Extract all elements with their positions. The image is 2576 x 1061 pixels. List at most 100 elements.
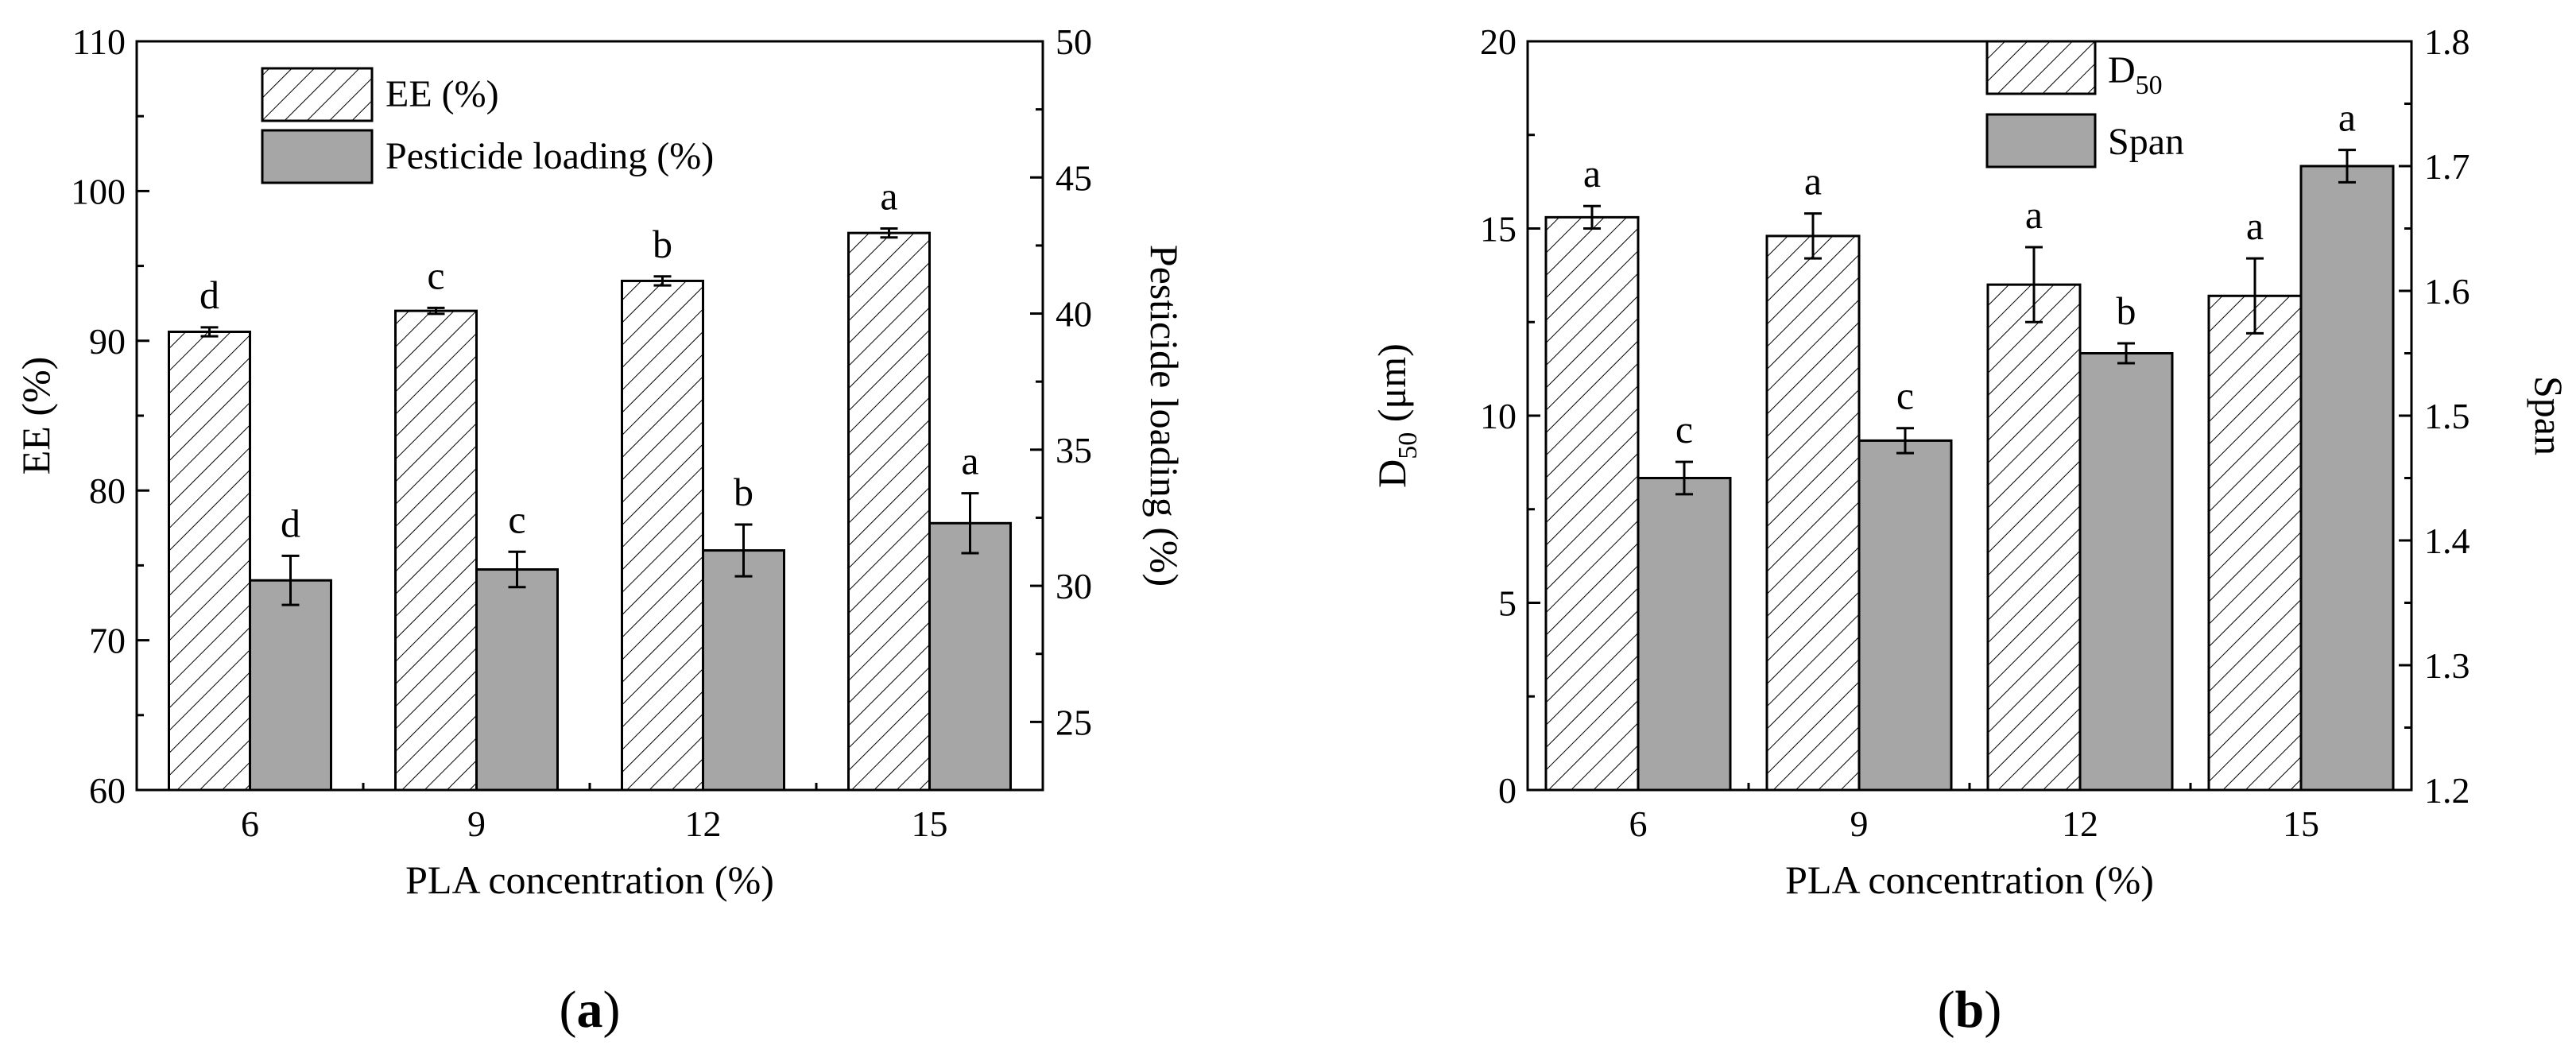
bar-hatched-12	[621, 279, 704, 792]
y-axis-title-left-b: D50 (μm)	[1369, 343, 1423, 488]
error-bar	[1583, 204, 1601, 230]
x-tick-label: 15	[912, 803, 948, 844]
bar-hatched-12	[1986, 283, 2082, 792]
y-axis-title-right-a: Pesticide loading (%)	[1142, 245, 1187, 587]
y-tick-right-label: 35	[1056, 430, 1092, 470]
error-bar	[1675, 460, 1693, 496]
y-tick-right-label: 1.5	[2424, 396, 2470, 436]
x-tick-label: 12	[2062, 803, 2098, 844]
error-bar	[2117, 342, 2135, 365]
bar-gray-9	[1857, 439, 1953, 792]
bar-hatched-9	[394, 309, 478, 792]
significance-label: b	[653, 222, 672, 266]
y-axis-title-right-b: Span	[2527, 376, 2571, 455]
error-bar	[2025, 246, 2043, 323]
error-bar	[508, 550, 526, 589]
x-tick-label: 9	[1850, 803, 1869, 844]
bar-hatched-9	[1765, 234, 1861, 792]
x-tick-label: 9	[467, 803, 486, 844]
y-tick-right-label: 1.2	[2424, 770, 2470, 811]
x-axis-title-a: PLA concentration (%)	[405, 858, 774, 902]
y-tick-left-label: 60	[89, 770, 126, 811]
significance-label: c	[1675, 407, 1693, 451]
panel-caption-a: (a)	[560, 981, 621, 1039]
legend-swatch-d50	[1985, 40, 2097, 95]
legend-label-ee: EE (%)	[385, 73, 499, 115]
y-tick-right-label: 1.6	[2424, 271, 2470, 312]
error-bar	[734, 523, 753, 578]
y-tick-right-label: 1.8	[2424, 21, 2470, 62]
significance-label: a	[2025, 192, 2043, 237]
significance-label: c	[508, 497, 525, 541]
y-tick-left-label: 5	[1498, 583, 1517, 624]
error-bar	[2246, 257, 2264, 335]
bar-hatched-15	[847, 231, 931, 792]
error-bar	[2338, 149, 2356, 184]
x-tick-label: 12	[685, 803, 722, 844]
x-tick-label: 6	[241, 803, 259, 844]
significance-label: a	[2338, 95, 2356, 140]
bar-hatched-6	[1544, 215, 1640, 792]
y-tick-right-label: 1.7	[2424, 146, 2470, 187]
error-bar	[1896, 427, 1914, 455]
bar-gray-15	[928, 521, 1012, 792]
y-tick-right-label: 25	[1056, 702, 1092, 742]
y-tick-left-label: 15	[1480, 209, 1517, 250]
y-tick-right-label: 45	[1056, 157, 1092, 198]
bar-hatched-15	[2207, 294, 2303, 792]
significance-label: b	[2117, 288, 2136, 333]
y-tick-right-label: 1.4	[2424, 521, 2470, 561]
panel-a: 60 70 80 90 100 110 25 30 35 40 45 50 6 9 12 15 d d c c b b a…	[14, 21, 1187, 1039]
legend-swatch-loading	[261, 129, 374, 184]
legend-swatch-span	[1985, 113, 2097, 168]
error-bar	[1804, 212, 1822, 260]
y-tick-left-label: 90	[89, 321, 126, 362]
bar-gray-12	[2078, 352, 2174, 792]
y-tick-left-label: 10	[1480, 396, 1517, 436]
panel-caption-b-letter: b	[1955, 981, 1985, 1039]
bar-gray-6	[249, 579, 332, 792]
legend-label-span: Span	[2108, 121, 2184, 163]
significance-label: c	[427, 253, 444, 297]
significance-label: a	[1583, 151, 1601, 196]
x-tick-label: 6	[1629, 803, 1648, 844]
y-tick-left-label: 110	[72, 21, 126, 62]
y-tick-left-label: 100	[71, 171, 126, 211]
y-tick-left-label: 70	[89, 621, 126, 661]
error-bar	[200, 326, 219, 338]
error-bar	[653, 275, 672, 287]
bar-gray-9	[475, 568, 559, 792]
y-tick-right-label: 50	[1056, 21, 1092, 62]
bar-gray-15	[2299, 165, 2395, 792]
x-tick-label: 15	[2283, 803, 2319, 844]
bar-gray-12	[702, 549, 785, 792]
significance-label: a	[2246, 203, 2264, 248]
y-tick-left-label: 80	[89, 470, 126, 511]
error-bar	[961, 492, 979, 555]
y-tick-right-label: 40	[1056, 294, 1092, 335]
bar-gray-6	[1637, 477, 1732, 792]
y-tick-right-label: 1.3	[2424, 645, 2470, 686]
error-bar	[281, 554, 300, 606]
significance-label: a	[880, 174, 897, 219]
significance-label: b	[734, 470, 753, 514]
legend-label-loading: Pesticide loading (%)	[385, 135, 714, 177]
significance-label: a	[1804, 159, 1822, 203]
bar-hatched-6	[168, 330, 251, 792]
significance-label: c	[1896, 374, 1914, 418]
y-tick-left-label: 0	[1498, 770, 1517, 811]
significance-label: d	[281, 501, 300, 545]
significance-label: d	[199, 273, 219, 317]
panel-caption-a-letter: a	[577, 981, 603, 1039]
error-bar	[427, 306, 445, 316]
legend-label-d50: D50	[2108, 49, 2163, 100]
y-axis-title-left-a: EE (%)	[14, 357, 58, 475]
x-axis-title-b: PLA concentration (%)	[1785, 858, 2154, 902]
y-tick-left-label: 20	[1480, 21, 1517, 62]
error-bar	[880, 227, 898, 239]
significance-label: a	[961, 439, 978, 483]
y-tick-right-label: 30	[1056, 566, 1092, 606]
panel-b: 0 5 10 15 20 1.2 1.3 1.4 1.5 1.6 1.7 1.8 6 9 12 15 a c a c…	[1369, 21, 2571, 1039]
legend-swatch-ee	[261, 67, 374, 122]
